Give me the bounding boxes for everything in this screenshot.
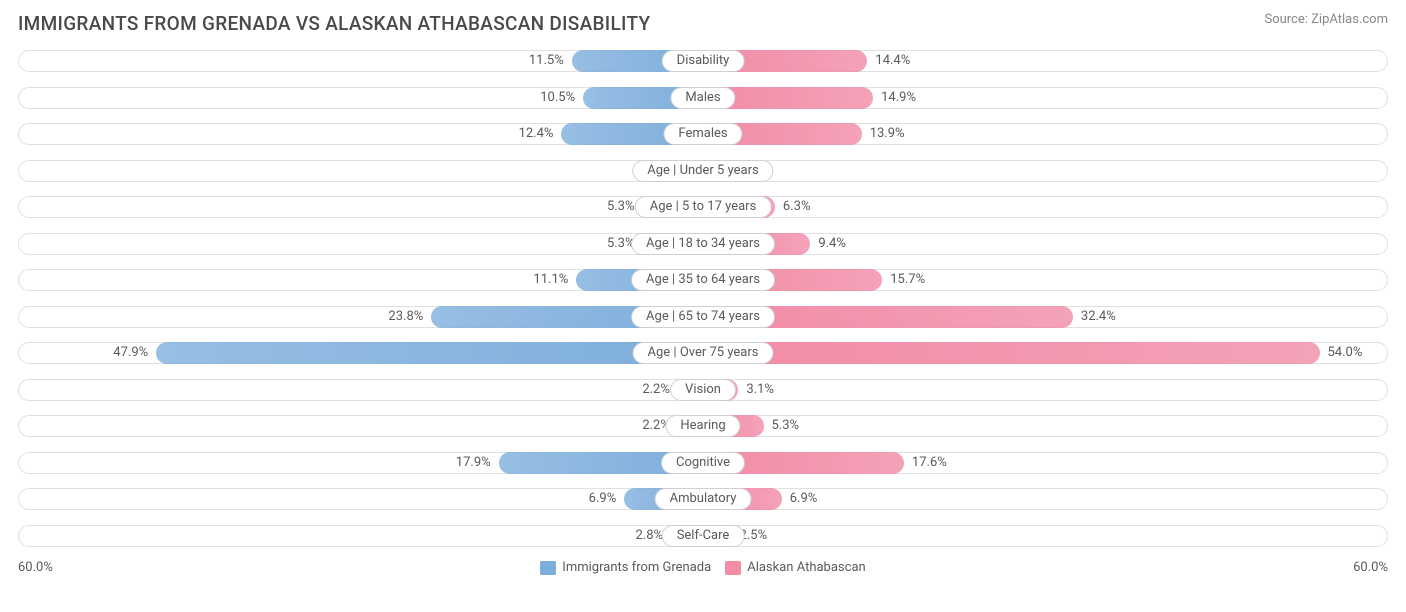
legend-label-right: Alaskan Athabascan [747,560,865,575]
legend-item-left: Immigrants from Grenada [540,560,711,575]
legend-swatch-right [725,561,741,575]
category-label: Hearing [665,415,740,437]
chart-row: 2.8%2.5%Self-Care [18,520,1388,553]
legend-item-right: Alaskan Athabascan [725,560,865,575]
value-label-left: 23.8% [388,306,423,328]
value-label-left: 6.9% [589,488,617,510]
chart-row: 5.3% 6.3% Age | 5 to 17 years [18,191,1388,224]
value-label-right: 6.9% [790,488,818,510]
chart-row: 23.8% 32.4% Age | 65 to 74 years [18,301,1388,334]
chart-row: 2.2% 3.1% Vision [18,374,1388,407]
value-label-left: 2.8% [635,525,663,547]
category-label: Vision [670,379,736,401]
category-label: Cognitive [661,452,745,474]
category-label: Ambulatory [655,488,752,510]
category-label: Disability [662,50,745,72]
value-label-left: 11.5% [529,50,564,72]
chart-footer: 60.0% Immigrants from Grenada Alaskan At… [0,556,1406,575]
value-label-right: 6.3% [783,196,811,218]
value-label-left: 47.9% [113,342,148,364]
axis-max-right: 60.0% [1353,560,1388,575]
value-label-right: 14.9% [881,87,916,109]
chart-row: 17.9% 17.6% Cognitive [18,447,1388,480]
value-label-right: 32.4% [1081,306,1116,328]
value-label-right: 14.4% [875,50,910,72]
bar-left [156,342,703,364]
chart-row: 0.94%1.5%Age | Under 5 years [18,155,1388,188]
chart-row: 47.9% 54.0% Age | Over 75 years [18,337,1388,370]
value-label-left: 12.4% [519,123,554,145]
diverging-bar-chart: 11.5% 14.4% Disability 10.5% 14.9% Males 12.4%… [0,45,1406,553]
legend-swatch-left [540,561,556,575]
value-label-left: 10.5% [540,87,575,109]
chart-header: IMMIGRANTS FROM GRENADA VS ALASKAN ATHAB… [0,0,1406,45]
axis-max-left: 60.0% [18,560,53,575]
category-label: Females [663,123,742,145]
chart-row: 2.2%5.3%Hearing [18,410,1388,443]
value-label-right: 3.1% [746,379,774,401]
chart-row: 12.4% 13.9% Females [18,118,1388,151]
category-label: Age | Over 75 years [633,342,774,364]
chart-row: 6.9% 6.9% Ambulatory [18,483,1388,516]
chart-source: Source: ZipAtlas.com [1264,12,1388,27]
value-label-right: 13.9% [870,123,905,145]
category-label: Age | Under 5 years [632,160,773,182]
category-label: Self-Care [662,525,745,547]
value-label-left: 17.9% [456,452,491,474]
chart-row: 5.3%9.4%Age | 18 to 34 years [18,228,1388,261]
value-label-right: 15.7% [890,269,925,291]
category-label: Age | 35 to 64 years [631,269,775,291]
legend-label-left: Immigrants from Grenada [562,560,711,575]
chart-title: IMMIGRANTS FROM GRENADA VS ALASKAN ATHAB… [18,12,650,35]
chart-row: 11.5% 14.4% Disability [18,45,1388,78]
value-label-right: 5.3% [772,415,800,437]
category-label: Age | 5 to 17 years [635,196,772,218]
value-label-left: 2.2% [642,379,670,401]
category-label: Males [670,87,735,109]
value-label-left: 5.3% [607,196,635,218]
category-label: Age | 18 to 34 years [631,233,775,255]
chart-row: 11.1% 15.7% Age | 35 to 64 years [18,264,1388,297]
category-label: Age | 65 to 74 years [631,306,775,328]
value-label-right: 9.4% [818,233,846,255]
bar-right [703,342,1320,364]
value-label-right: 54.0% [1328,342,1363,364]
legend: Immigrants from Grenada Alaskan Athabasc… [540,560,865,575]
value-label-right: 17.6% [912,452,947,474]
value-label-left: 11.1% [533,269,568,291]
chart-row: 10.5% 14.9% Males [18,82,1388,115]
